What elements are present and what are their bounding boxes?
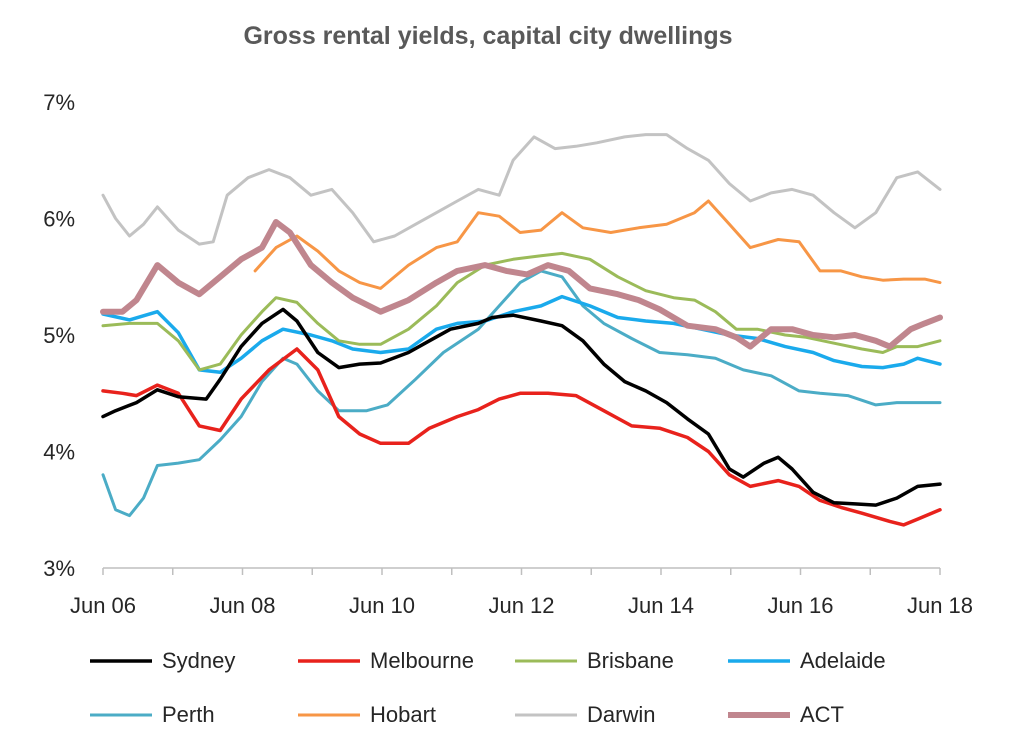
x-tick-label: Jun 10 — [349, 593, 415, 618]
legend-label-adelaide: Adelaide — [800, 648, 886, 673]
series-line-act — [100, 219, 943, 350]
plot-area — [100, 133, 943, 527]
legend: Sydney Melbourne Brisbane Adelaide Perth Hoba… — [90, 648, 886, 727]
series-line-brisbane — [101, 251, 942, 372]
legend-label-brisbane: Brisbane — [587, 648, 674, 673]
series-line-melbourne — [101, 347, 942, 527]
y-tick-label: 5% — [43, 323, 75, 348]
x-tick-label: Jun 08 — [209, 593, 275, 618]
x-tick-label: Jun 06 — [70, 593, 136, 618]
x-tick-label: Jun 12 — [488, 593, 554, 618]
chart-title: Gross rental yields, capital city dwelli… — [243, 22, 732, 50]
y-tick-label: 3% — [43, 556, 75, 581]
series-line-darwin — [101, 133, 942, 246]
series-line-hobart — [253, 199, 942, 290]
y-tick-label: 4% — [43, 440, 75, 465]
y-tick-label: 7% — [43, 90, 75, 115]
x-axis: Jun 06 Jun 08 Jun 10 Jun 12 Jun 14 Jun 16 Jun … — [70, 567, 973, 618]
legend-label-darwin: Darwin — [587, 702, 655, 727]
x-tick-label: Jun 14 — [628, 593, 694, 618]
x-tick-label: Jun 18 — [907, 593, 973, 618]
y-tick-label: 6% — [43, 207, 75, 232]
series-line-sydney — [101, 307, 942, 507]
legend-label-melbourne: Melbourne — [370, 648, 474, 673]
legend-label-hobart: Hobart — [370, 702, 436, 727]
legend-label-sydney: Sydney — [162, 648, 235, 673]
legend-label-act: ACT — [800, 702, 844, 727]
y-axis-ticks: 3% 4% 5% 6% 7% — [43, 90, 75, 581]
series-line-adelaide — [101, 294, 942, 375]
legend-label-perth: Perth — [162, 702, 215, 727]
x-tick-label: Jun 16 — [767, 593, 833, 618]
